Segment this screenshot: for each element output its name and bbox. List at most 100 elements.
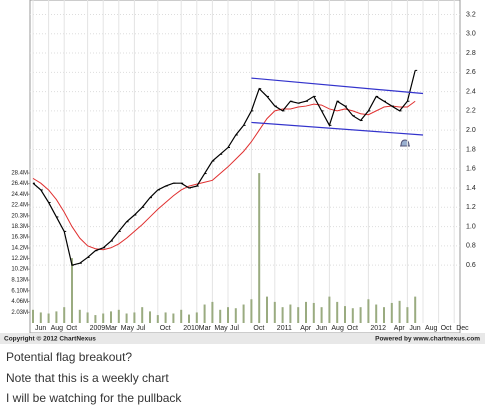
powered-by: Powered by www.chartnexus.com [375,336,480,343]
x-tick-label: May [214,325,228,332]
x-tick-label: Apr [300,325,312,332]
volume-bar [305,301,307,323]
x-tick-label: Aug [331,325,344,332]
volume-bar [71,258,73,323]
volume-bar [149,311,151,323]
y-tick-label: 3.0 [466,31,476,38]
x-tick-label: Mar [199,325,212,332]
x-tick-label: 2009 [90,325,106,332]
volume-bar [289,304,292,323]
volume-bar [258,173,261,323]
y-tick-label: 1.4 [466,185,476,192]
x-tick-label: Oct [66,325,77,332]
volume-bar [47,313,50,323]
y2-tick-label: 24.4M [11,192,28,198]
volume-bar [359,307,362,323]
x-tick-label: Jul [230,325,239,332]
volume-bar [383,307,385,323]
x-tick-label: Dec [456,325,469,332]
x-tick-label: Oct [160,325,171,332]
volume-bar [133,312,136,323]
volume-bar [55,311,58,323]
y-tick-label: 1.8 [466,146,476,153]
x-tick-label: Oct [347,325,358,332]
x-tick-label: Aug [425,325,438,332]
y2-tick-label: 26.4M [11,181,28,187]
volume-bar [94,315,97,323]
x-tick-label: Jun [35,325,46,332]
x-tick-label: Mar [105,325,118,332]
y2-tick-label: 14.2M [11,246,28,252]
plot-frame [29,0,461,334]
volume-bar [203,304,206,323]
volume-bar [336,301,339,323]
x-tick-label: Jul [136,325,145,332]
x-tick-label: 2012 [370,325,386,332]
x-tick-label: Jun [409,325,420,332]
volume-bar [39,312,42,323]
volume-bar [266,296,268,323]
x-tick-label: Oct [253,325,264,332]
y-tick-label: 1.0 [466,223,476,230]
volume-bar [351,308,354,323]
volume-bar [172,313,175,323]
x-tick-label: 2011 [277,325,292,332]
volume-bar [141,307,144,323]
y-tick-label: 0.6 [466,262,476,269]
y2-tick-label: 16.3M [11,235,28,241]
volume-bar [281,307,284,323]
volume-bar [406,307,409,323]
volume-bar [188,314,190,323]
footer-strip [0,333,485,344]
y2-tick-label: 6.10M [11,288,28,294]
y2-tick-label: 8.13M [11,278,28,284]
volume-bar [156,315,159,323]
y-tick-label: 2.0 [466,127,476,134]
volume-bar [390,302,393,323]
volume-bar [180,309,183,323]
volume-bar [414,296,417,323]
post-line: Note that this is a weekly chart [6,371,169,385]
y-tick-label: 3.2 [466,11,476,18]
y-tick-label: 0.8 [466,243,476,250]
y-tick-label: 1.6 [466,166,476,173]
post-line: Potential flag breakout? [6,350,133,364]
volume-bar [312,302,315,323]
chart: Copyright © 2012 ChartNexus Powered by w… [0,0,485,344]
volume-bar [297,307,300,323]
y-tick-label: 2.8 [466,50,476,57]
volume-bar [375,304,378,323]
volume-bar [211,301,214,323]
x-tick-label: Jun [316,325,327,332]
volume-bar [125,313,128,323]
x-tick-label: Apr [394,325,406,332]
channel-line [251,77,424,95]
y2-tick-label: 20.3M [11,213,28,219]
y2-tick-label: 22.4M [11,202,28,208]
volume-bar [86,312,89,323]
volume-bar [328,296,331,323]
volume-bar [78,309,81,323]
y-tick-label: 2.6 [466,69,476,76]
y2-tick-label: 2.03M [11,310,28,316]
volume-bar [110,311,112,323]
volume-bar [242,304,245,323]
channel-line [251,121,424,136]
moving-average-line [32,100,416,251]
volume-bar [344,306,346,323]
y2-tick-label: 18.3M [11,224,28,230]
post-line: I will be watching for the pullback [6,391,182,405]
x-tick-label: May [121,325,135,332]
x-tick-label: 2010 [183,325,199,332]
y-tick-label: 2.4 [466,88,476,95]
volume-bar [250,299,253,323]
volume-bar [227,307,229,323]
volume-bar [367,299,370,323]
volume-bar [219,309,222,323]
x-tick-label: Aug [51,325,64,332]
volume-bar [273,301,276,323]
volume-bar [63,307,66,323]
volume-bar [195,312,198,323]
y2-tick-label: 4.06M [11,299,28,305]
y-tick-label: 1.2 [466,204,476,211]
